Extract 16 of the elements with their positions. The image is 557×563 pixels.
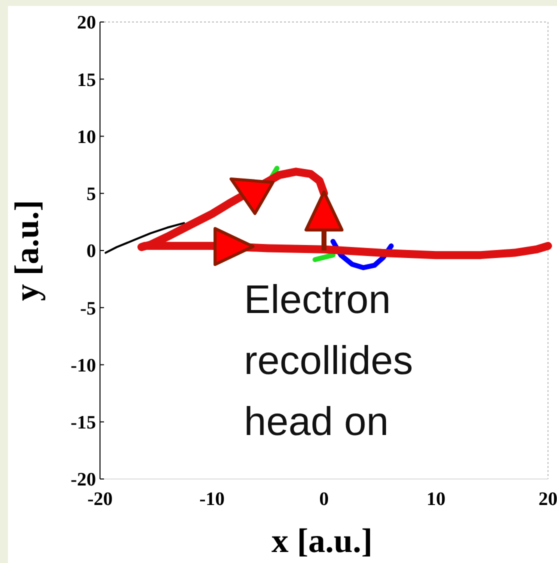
y-tick-label: 0 bbox=[86, 241, 96, 262]
y-tick-label: -15 bbox=[70, 412, 96, 434]
x-axis-title: x [a.u.] bbox=[271, 523, 373, 560]
y-tick-label: -5 bbox=[80, 298, 96, 320]
x-tick-label: 20 bbox=[538, 489, 557, 510]
y-axis-title: y [a.u.] bbox=[9, 200, 46, 302]
annotation: Electron recollides head on bbox=[244, 278, 413, 444]
y-tick-label: 20 bbox=[77, 12, 96, 34]
y-tick-label: -10 bbox=[70, 355, 96, 376]
y-tick-label: 15 bbox=[77, 70, 96, 91]
y-tick-label: 5 bbox=[86, 184, 96, 206]
x-tick-label: 0 bbox=[319, 489, 329, 510]
x-tick-label: -10 bbox=[199, 489, 225, 510]
y-tick-label: 10 bbox=[77, 126, 96, 148]
x-tick-label: 10 bbox=[426, 489, 446, 510]
y-tick-label: -20 bbox=[70, 470, 96, 491]
